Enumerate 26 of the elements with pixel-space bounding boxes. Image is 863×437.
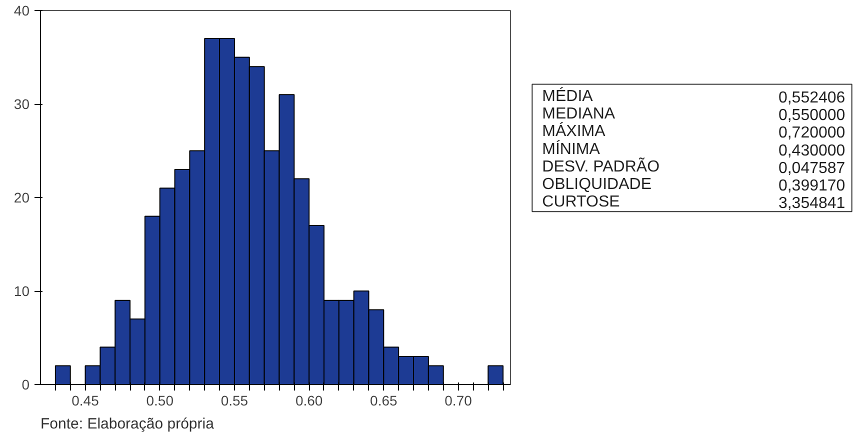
text: 0,399170 [778,177,846,194]
category-label: MÍNIMA [542,140,600,158]
category-label: OBLIQUIDADE [542,176,652,193]
source-note: Fonte: Elaboração própria [40,416,215,432]
y-tick-label: 10 [14,283,30,299]
text: 3,354841 [778,194,846,212]
y-tick-label: 30 [14,96,30,112]
x-tick-label: 0.60 [295,392,323,408]
x-tick-label: 0.55 [220,392,248,408]
text: 0,550000 [778,107,846,124]
category-label: CURTOSE [542,193,620,210]
category-label: DESV. PADRÃO [542,156,660,176]
y-tick-label: 20 [14,190,30,206]
category-label: MEDIANA [542,106,616,123]
y-tick-label: 0 [22,376,30,392]
x-tick-label: 0.45 [72,392,100,408]
x-tick-label: 0.50 [146,392,174,408]
category-label: MÁXIMA [542,122,606,140]
text: 0,430000 [778,142,846,160]
x-tick-label: 0.65 [370,392,398,408]
text: 0,720000 [778,124,846,142]
y-tick-label: 40 [14,2,30,18]
text: 0,047587 [778,160,846,177]
text: 0,552406 [778,90,846,107]
category-label: MÉDIA [542,87,594,106]
x-tick-label: 0.70 [444,392,472,408]
